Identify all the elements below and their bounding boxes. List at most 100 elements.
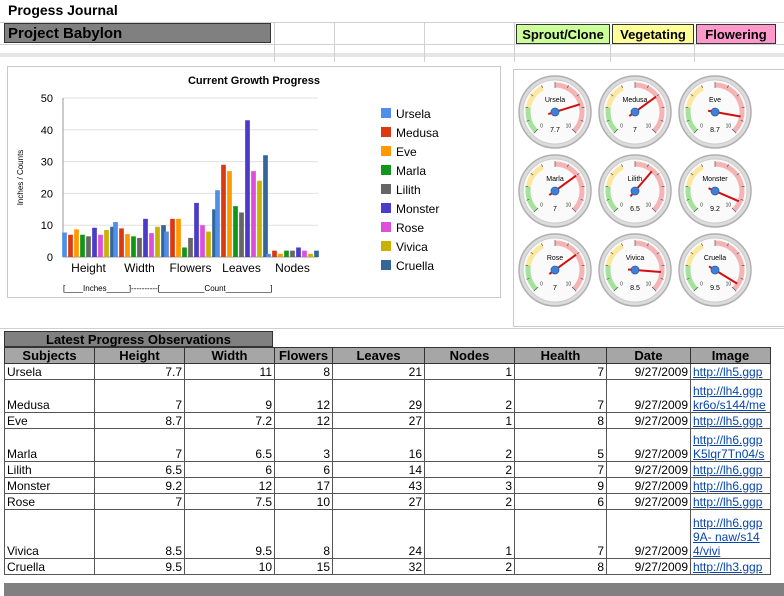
gauge-hub <box>550 265 560 275</box>
table-cell: Ursela <box>4 363 95 380</box>
image-link[interactable]: http://lh5.ggp <box>690 493 771 510</box>
gauge-name: Lilith <box>628 176 643 183</box>
gauge-tick <box>613 207 619 213</box>
table-cell: 27 <box>332 412 425 429</box>
gauge-zone-yellow <box>525 85 545 109</box>
table-row[interactable]: Rose 7 7.5 10 27 2 6 9/27/2009 http://lh5.ggp <box>4 493 771 510</box>
column-header-height[interactable]: Height <box>94 347 185 364</box>
column-header-image[interactable]: Image <box>690 347 771 364</box>
table-cell: Lilith <box>4 461 95 478</box>
legend-label-vivica: Vivica <box>396 240 428 254</box>
gauge-scale-label: 10 <box>726 202 732 208</box>
table-cell: 6.5 <box>94 461 185 478</box>
gauge-tick <box>541 164 544 168</box>
gauge-marla: 0 10 Marla 7 <box>518 154 592 228</box>
legend-label-medusa: Medusa <box>396 126 439 140</box>
x-tick-label: Leaves <box>222 261 261 275</box>
bar-marla-width <box>131 236 136 257</box>
bar-eve-height <box>74 229 79 257</box>
column-header-leaves[interactable]: Leaves <box>332 347 425 364</box>
gauge-tick <box>580 120 584 122</box>
table-cell: 3 <box>274 428 333 462</box>
gauge-hub <box>630 186 640 196</box>
gauge-tick <box>576 173 580 176</box>
bar-medusa-flowers <box>170 218 175 257</box>
gauge-tick <box>533 286 539 292</box>
gauge-scale-label: 10 <box>646 202 652 208</box>
table-row[interactable]: Marla 7 6.5 3 16 2 5 9/27/2009 http://lh6.ggp K5… <box>4 428 771 462</box>
gauge-value: 8.7 <box>710 127 720 134</box>
legend-label-cruella: Cruella <box>396 259 434 273</box>
bar-rose-width <box>149 233 154 257</box>
bottom-bar <box>4 583 784 596</box>
gauge-hub <box>630 107 640 117</box>
image-link[interactable]: http://lh6.ggp <box>690 477 771 494</box>
table-cell: 10 <box>274 493 333 510</box>
legend-label-marla: Marla <box>396 164 426 178</box>
gauge-tick <box>690 94 694 97</box>
table-row[interactable]: Cruella 9.5 10 15 32 2 8 9/27/2009 http://lh3.gg… <box>4 558 771 575</box>
stage-vegetating: Vegetating <box>612 24 694 44</box>
gauge-scale-label: 0 <box>620 202 623 208</box>
column-header-width[interactable]: Width <box>184 347 275 364</box>
table-cell: 7 <box>94 379 185 413</box>
table-cell: 9/27/2009 <box>606 412 691 429</box>
gauge-rose: 0 10 Rose 7 <box>518 233 592 307</box>
stage-sprout-clone: Sprout/Clone <box>516 24 610 44</box>
gauge-value: 7 <box>553 285 557 292</box>
gauge-tick <box>621 85 624 89</box>
grid-line <box>0 44 784 45</box>
table-cell: 8 <box>514 412 607 429</box>
bar-ursela-width <box>113 222 118 257</box>
gauge-value: 9.2 <box>710 206 720 213</box>
health-gauges-panel[interactable]: 0 10 Ursela 7.7 0 10 Medusa 7 0 10 Eve 8.7 0 10 Marla 7… <box>513 69 784 327</box>
growth-chart[interactable]: Current Growth Progress 0 10 20 30 40 50 Inches… <box>7 66 501 298</box>
gauge-tick <box>571 128 577 134</box>
gauge-tick <box>686 120 690 122</box>
image-link[interactable]: http://lh6.ggp <box>690 461 771 478</box>
y-tick-label: 10 <box>41 220 53 232</box>
gauge-value: 9.5 <box>710 285 720 292</box>
grid-line <box>424 22 425 62</box>
app-title: Progess Journal <box>8 2 118 18</box>
table-row[interactable]: Lilith 6.5 6 6 14 2 7 9/27/2009 http://lh6.ggp <box>4 461 771 478</box>
image-link[interactable]: http://lh6.ggp 9A- naw/s144/vivi <box>690 509 771 559</box>
table-row[interactable]: Vivica 8.5 9.5 8 24 1 7 9/27/2009 http://lh6.ggp… <box>4 509 771 559</box>
table-row[interactable]: Eve 8.7 7.2 12 27 1 8 9/27/2009 http://lh5.ggp <box>4 412 771 429</box>
gauge-tick <box>731 207 737 213</box>
image-link[interactable]: http://lh5.ggp <box>690 412 771 429</box>
table-cell: 14 <box>332 461 425 478</box>
column-header-subjects[interactable]: Subjects <box>4 347 95 364</box>
image-link[interactable]: http://lh5.ggp <box>690 363 771 380</box>
table-row[interactable]: Ursela 7.7 11 8 21 1 7 9/27/2009 http://lh5.ggp <box>4 363 771 380</box>
image-link[interactable]: http://lh4.ggp kr6o/s144/me <box>690 379 771 413</box>
table-row[interactable]: Medusa 7 9 12 29 2 7 9/27/2009 http://lh4.ggp kr… <box>4 379 771 413</box>
gauge-tick <box>736 252 740 255</box>
table-cell: 2 <box>424 379 515 413</box>
legend-label-lilith: Lilith <box>396 183 421 197</box>
bar-lilith-width <box>137 237 142 257</box>
gauge-name: Cruella <box>704 255 726 262</box>
gauge-scale-label: 10 <box>566 281 572 287</box>
image-link[interactable]: http://lh6.ggp K5lqr7Tn04/s <box>690 428 771 462</box>
bar-cruella-leaves <box>263 155 268 257</box>
column-header-nodes[interactable]: Nodes <box>424 347 515 364</box>
table-cell: 2 <box>424 493 515 510</box>
gauge-tick <box>541 243 544 247</box>
table-row[interactable]: Monster 9.2 12 17 43 3 9 9/27/2009 http://lh6.gg… <box>4 477 771 494</box>
column-header-flowers[interactable]: Flowers <box>274 347 333 364</box>
image-link[interactable]: http://lh3.ggp <box>690 558 771 575</box>
table-cell: 12 <box>274 412 333 429</box>
column-header-health[interactable]: Health <box>514 347 607 364</box>
project-name-cell[interactable]: Project Babylon <box>4 23 271 43</box>
gauge-tick <box>651 128 657 134</box>
column-header-date[interactable]: Date <box>606 347 691 364</box>
gauge-tick <box>731 286 737 292</box>
bar-monster-nodes <box>296 247 301 257</box>
gauge-zone-red <box>714 82 745 133</box>
table-cell: 9/27/2009 <box>606 493 691 510</box>
gauge-ursela: 0 10 Ursela 7.7 <box>518 75 592 149</box>
gauge-vivica: 0 10 Vivica 8.5 <box>598 233 672 307</box>
table-cell: 2 <box>424 428 515 462</box>
table-cell: 12 <box>184 477 275 494</box>
